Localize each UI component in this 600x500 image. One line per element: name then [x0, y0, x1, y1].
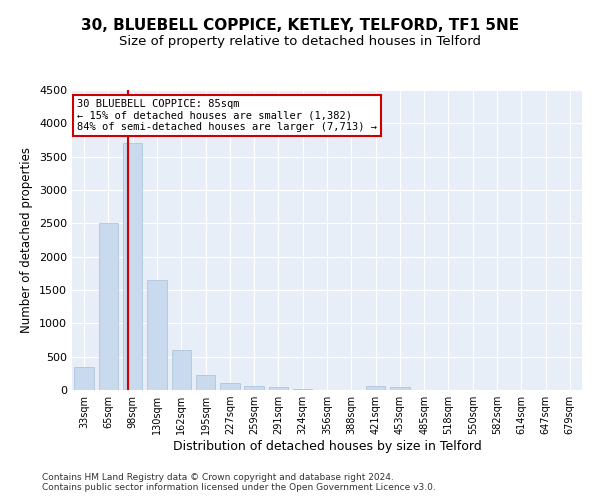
X-axis label: Distribution of detached houses by size in Telford: Distribution of detached houses by size … — [173, 440, 481, 453]
Bar — [390, 388, 410, 390]
Bar — [172, 350, 191, 390]
Bar — [123, 144, 142, 390]
Text: Contains HM Land Registry data © Crown copyright and database right 2024.
Contai: Contains HM Land Registry data © Crown c… — [42, 473, 436, 492]
Bar — [196, 376, 215, 390]
Bar — [293, 389, 313, 390]
Bar — [74, 366, 94, 390]
Text: 30, BLUEBELL COPPICE, KETLEY, TELFORD, TF1 5NE: 30, BLUEBELL COPPICE, KETLEY, TELFORD, T… — [81, 18, 519, 32]
Bar — [269, 388, 288, 390]
Text: 30 BLUEBELL COPPICE: 85sqm
← 15% of detached houses are smaller (1,382)
84% of s: 30 BLUEBELL COPPICE: 85sqm ← 15% of deta… — [77, 99, 377, 132]
Bar — [366, 386, 385, 390]
Bar — [99, 224, 118, 390]
Bar — [147, 280, 167, 390]
Bar — [220, 384, 239, 390]
Y-axis label: Number of detached properties: Number of detached properties — [20, 147, 34, 333]
Bar — [244, 386, 264, 390]
Text: Size of property relative to detached houses in Telford: Size of property relative to detached ho… — [119, 35, 481, 48]
